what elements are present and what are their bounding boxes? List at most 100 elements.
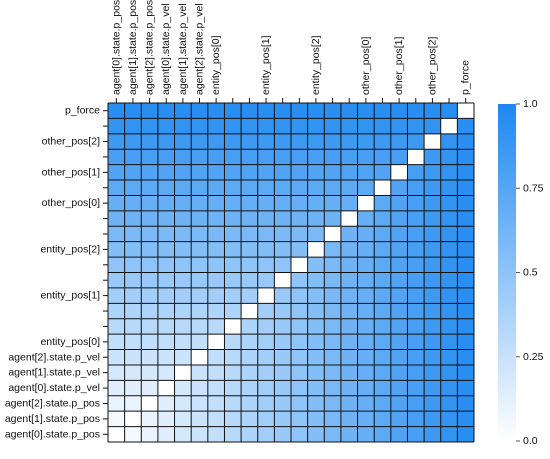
heatmap-cell bbox=[291, 226, 308, 242]
heatmap-cell bbox=[224, 334, 242, 350]
heatmap-cell bbox=[390, 349, 408, 366]
heatmap-cell bbox=[241, 103, 259, 119]
heatmap-cell bbox=[307, 103, 325, 119]
heatmap-cell bbox=[340, 195, 358, 212]
heatmap-cell bbox=[390, 241, 408, 258]
heatmap-cell bbox=[357, 287, 375, 304]
heatmap-cell bbox=[207, 334, 225, 350]
heatmap-cell bbox=[191, 241, 209, 258]
heatmap-cell bbox=[241, 318, 259, 335]
heatmap-cell bbox=[141, 133, 159, 150]
heatmap-cell bbox=[224, 395, 242, 412]
heatmap-cell bbox=[124, 334, 142, 350]
heatmap-cell bbox=[257, 226, 275, 242]
heatmap-cell bbox=[291, 164, 308, 181]
heatmap-cell bbox=[224, 349, 242, 366]
heatmap-cell bbox=[191, 149, 209, 165]
heatmap-cell bbox=[374, 164, 392, 181]
heatmap-cell bbox=[141, 364, 159, 381]
heatmap-cell bbox=[324, 334, 342, 350]
heatmap-cell bbox=[124, 395, 142, 412]
heatmap-cell bbox=[224, 149, 242, 165]
heatmap-cell bbox=[357, 364, 375, 381]
heatmap-cell bbox=[108, 210, 125, 227]
heatmap-cell bbox=[157, 164, 175, 181]
heatmap-cell bbox=[207, 103, 225, 119]
heatmap-cell bbox=[440, 426, 458, 443]
heatmap-cells bbox=[108, 103, 475, 443]
heatmap-cell bbox=[191, 210, 209, 227]
heatmap-cell bbox=[357, 303, 375, 320]
heatmap-cell bbox=[357, 241, 375, 258]
heatmap-cell bbox=[291, 180, 308, 196]
heatmap-cell bbox=[440, 103, 458, 119]
heatmap-cell bbox=[257, 426, 275, 443]
heatmap-cell bbox=[407, 226, 425, 242]
y-tick-label: agent[1].state.p_vel bbox=[8, 367, 100, 379]
heatmap-cell bbox=[108, 180, 125, 196]
heatmap-cell bbox=[174, 303, 192, 320]
y-tick-label: agent[2].state.p_vel bbox=[8, 351, 100, 363]
heatmap-cell bbox=[241, 164, 259, 181]
heatmap-cell bbox=[457, 226, 475, 242]
y-tick-label: other_pos[2] bbox=[42, 136, 100, 148]
heatmap-cell bbox=[307, 303, 325, 320]
heatmap-cell bbox=[108, 272, 125, 289]
heatmap-cell bbox=[124, 426, 142, 443]
heatmap-cell bbox=[407, 195, 425, 212]
y-tick-label: entity_pos[0] bbox=[40, 336, 100, 348]
heatmap-cell bbox=[457, 395, 475, 412]
heatmap-cell bbox=[124, 226, 142, 242]
heatmap-cell bbox=[241, 334, 259, 350]
heatmap-cell bbox=[357, 257, 375, 273]
heatmap-cell bbox=[374, 349, 392, 366]
heatmap-cell bbox=[157, 303, 175, 320]
heatmap-cell bbox=[440, 411, 458, 427]
heatmap-cell bbox=[274, 103, 292, 119]
heatmap-cell bbox=[124, 287, 142, 304]
heatmap-cell bbox=[141, 226, 159, 242]
colorbar: 1.0 0.75 0.5 0.25 0.0 bbox=[498, 98, 544, 447]
heatmap-cell bbox=[157, 133, 175, 150]
heatmap-cell bbox=[274, 380, 292, 397]
heatmap-cell bbox=[207, 349, 225, 366]
heatmap-cell bbox=[224, 133, 242, 150]
heatmap-cell bbox=[191, 426, 209, 443]
heatmap-cell bbox=[124, 303, 142, 320]
heatmap-cell bbox=[390, 118, 408, 135]
heatmap-cell bbox=[374, 180, 392, 196]
heatmap-cell bbox=[440, 349, 458, 366]
heatmap-cell bbox=[191, 103, 209, 119]
heatmap-cell bbox=[274, 195, 292, 212]
heatmap-cell bbox=[274, 149, 292, 165]
heatmap-cell bbox=[174, 380, 192, 397]
heatmap-cell bbox=[390, 364, 408, 381]
heatmap-cell bbox=[157, 195, 175, 212]
heatmap-cell bbox=[207, 226, 225, 242]
heatmap-cell bbox=[274, 349, 292, 366]
heatmap-cell bbox=[191, 257, 209, 273]
heatmap-cell bbox=[174, 118, 192, 135]
heatmap-cell bbox=[174, 195, 192, 212]
heatmap-cell bbox=[241, 118, 259, 135]
heatmap-cell bbox=[141, 103, 159, 119]
heatmap-cell bbox=[274, 426, 292, 443]
heatmap-cell bbox=[324, 180, 342, 196]
heatmap-cell bbox=[407, 180, 425, 196]
heatmap-cell bbox=[424, 349, 442, 366]
heatmap-cell bbox=[291, 118, 308, 135]
heatmap-cell bbox=[390, 257, 408, 273]
heatmap-cell bbox=[141, 303, 159, 320]
heatmap-cell bbox=[207, 318, 225, 335]
heatmap-cell bbox=[108, 226, 125, 242]
heatmap-cell bbox=[207, 257, 225, 273]
y-tick-label: agent[0].state.p_vel bbox=[8, 382, 100, 394]
y-tick-label: entity_pos[1] bbox=[40, 290, 100, 302]
y-tick-label: entity_pos[2] bbox=[40, 243, 100, 255]
heatmap-cell bbox=[340, 303, 358, 320]
heatmap-cell bbox=[374, 210, 392, 227]
heatmap-cell bbox=[124, 210, 142, 227]
heatmap-cell bbox=[340, 210, 358, 227]
heatmap-cell bbox=[457, 426, 475, 443]
heatmap-cell bbox=[374, 395, 392, 412]
